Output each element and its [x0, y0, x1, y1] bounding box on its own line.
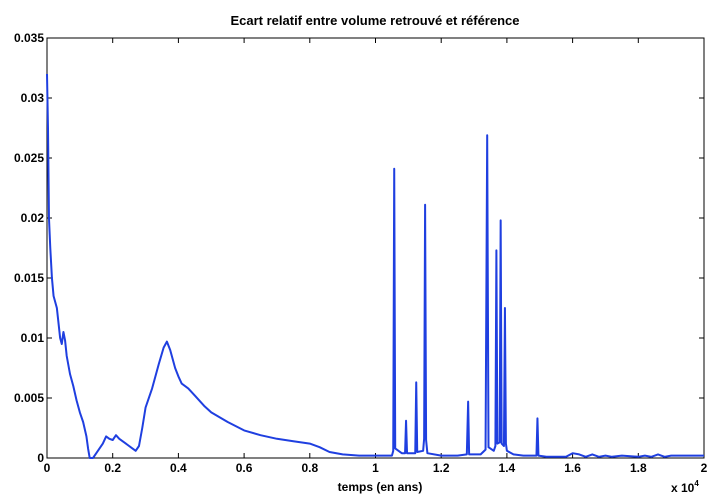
y-tick-label: 0.015: [14, 271, 44, 285]
x-tick-label: 1.8: [630, 461, 647, 475]
x-tick-labels: 0 0.2 0.4 0.6 0.8 1 1.2 1.4 1.6 1.8 2: [44, 461, 708, 475]
x-tick-label: 0: [44, 461, 51, 475]
y-tick-label: 0: [37, 451, 44, 465]
series-line: [46, 73, 704, 459]
x-multiplier-base: x 10: [671, 481, 695, 495]
x-tick-label: 1.2: [433, 461, 450, 475]
y-tick-label: 0.035: [14, 31, 44, 45]
x-tick-label: 1: [372, 461, 379, 475]
x-tick-label: 0.6: [236, 461, 253, 475]
x-multiplier-label: x 104: [671, 479, 699, 495]
x-tick-label: 0.4: [170, 461, 187, 475]
plot-area: [46, 37, 705, 459]
y-tick-label: 0.03: [21, 91, 45, 105]
x-tick-label: 1.4: [499, 461, 516, 475]
y-tick-label: 0.005: [14, 391, 44, 405]
x-axis-label: temps (en ans): [338, 480, 423, 494]
x-tick-label: 2: [701, 461, 708, 475]
y-tick-label: 0.02: [21, 211, 45, 225]
y-tick-label: 0.025: [14, 151, 44, 165]
y-tick-labels: 0 0.005 0.01 0.015 0.02 0.025 0.03 0.035: [14, 31, 44, 465]
x-tick-label: 1.6: [564, 461, 581, 475]
x-tick-label: 0.8: [301, 461, 318, 475]
x-multiplier-exponent: 4: [694, 479, 699, 488]
chart-title: Ecart relatif entre volume retrouvé et r…: [230, 13, 519, 28]
x-tick-label: 0.2: [104, 461, 121, 475]
y-tick-label: 0.01: [21, 331, 45, 345]
